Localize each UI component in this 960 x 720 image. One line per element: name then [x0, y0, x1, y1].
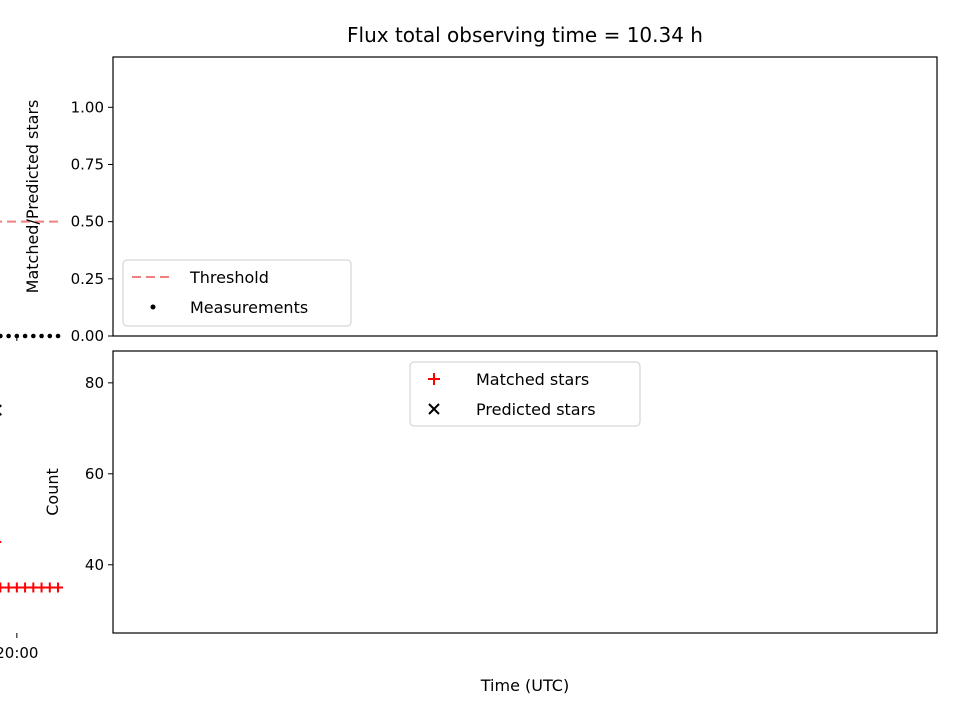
y-tick-label: 0.00 [71, 327, 104, 345]
measurement-point [0, 333, 3, 339]
y-tick-label: 0.50 [71, 213, 104, 231]
bottom-panel: 40 60 80 20:0022:0000:0002:0004:0006:00 Co… [0, 350, 938, 695]
top-y-axis-label: Matched/Predicted stars [23, 100, 42, 294]
measurement-point [6, 333, 11, 339]
bottom-y-ticks: 40 60 80 [85, 374, 113, 574]
x-axis-label: Time (UTC) [480, 676, 569, 695]
top-axes-frame [112, 56, 938, 337]
matched-star-point [0, 541, 2, 544]
threshold-legend-label: Threshold [189, 268, 269, 287]
top-panel: 0.00 0.25 0.50 0.75 1.00 Matched/Predicted s… [0, 56, 938, 345]
measurement-point [22, 333, 28, 339]
top-legend: Threshold Measurements [122, 259, 352, 327]
measurements-legend-label: Measurements [190, 298, 308, 317]
y-tick-label: 0.75 [71, 155, 104, 173]
top-x-ticks [16, 336, 18, 341]
matched-legend-swatch [428, 373, 440, 385]
matched-legend-label: Matched stars [476, 370, 589, 389]
bottom-x-ticks: 20:0022:0000:0002:0004:0006:00 [0, 633, 38, 662]
matched-stars-series [0, 541, 64, 593]
top-legend-box [122, 259, 352, 327]
chart-title: Flux total observing time = 10.34 h [347, 23, 703, 47]
measurement-point [39, 333, 44, 339]
y-tick-label: 1.00 [71, 98, 104, 116]
bottom-axes-frame [112, 350, 938, 634]
measurement-point [31, 333, 36, 339]
measurement-point [55, 333, 61, 339]
y-tick-label: 0.25 [71, 270, 104, 288]
measurement-point [47, 333, 53, 339]
matched-star-point [0, 582, 6, 593]
predicted-legend-swatch [428, 403, 440, 415]
bottom-y-axis-label: Count [43, 468, 62, 516]
predicted-stars-series [0, 404, 2, 416]
bottom-legend: Matched stars Predicted stars [409, 361, 641, 427]
predicted-legend-label: Predicted stars [476, 400, 596, 419]
measurements-series [0, 333, 61, 339]
y-tick-label: 60 [85, 465, 104, 483]
top-y-ticks: 0.00 0.25 0.50 0.75 1.00 [71, 98, 113, 345]
y-tick-label: 80 [85, 374, 104, 392]
predicted-star-point [0, 404, 2, 416]
measurements-legend-swatch [150, 304, 156, 310]
bottom-legend-box [409, 361, 641, 427]
x-tick-label: 20:00 [0, 644, 38, 662]
y-tick-label: 40 [85, 556, 104, 574]
